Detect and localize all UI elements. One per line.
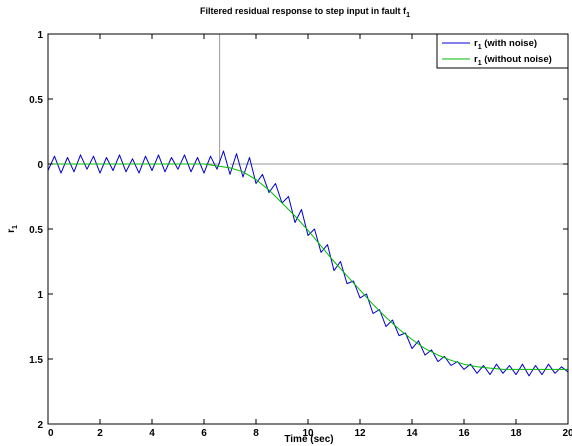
x-tick-label: 10 [302, 428, 314, 439]
x-tick-label: 4 [149, 428, 155, 439]
y-tick-label: 0 [37, 160, 43, 171]
x-tick-label: 14 [406, 428, 418, 439]
legend-label-without-noise-subscript: 1 [478, 60, 482, 67]
y-tick-label: 2 [37, 420, 43, 431]
legend-label-with-noise-suffix: (with noise) [482, 38, 537, 49]
x-tick-label: 0 [48, 428, 54, 439]
x-tick-label: 12 [354, 428, 366, 439]
y-tick-label: 1.5 [29, 355, 43, 366]
y-tick-label: 0.5 [29, 95, 43, 106]
legend-label-with-noise-subscript: 1 [478, 44, 482, 51]
y-tick-label: 1 [37, 30, 43, 41]
x-tick-label: 8 [253, 428, 259, 439]
x-tick-label: 6 [201, 428, 207, 439]
y-tick-label: 1 [37, 290, 43, 301]
series-line-without-noise [48, 163, 568, 370]
y-axis-label: r1 [6, 225, 19, 233]
x-tick-label: 16 [458, 428, 470, 439]
y-tick-label: 0.5 [29, 225, 43, 236]
y-axis-label-subscript: 1 [12, 225, 19, 229]
legend: r1 (with noise) r1 (without noise) [436, 33, 569, 69]
legend-label-without-noise-suffix: (without noise) [482, 54, 552, 65]
chart-title: Filtered residual response to step input… [200, 6, 410, 19]
legend-box [436, 33, 569, 69]
x-tick-label: 18 [510, 428, 522, 439]
x-tick-label: 2 [97, 428, 103, 439]
legend-label-with-noise: r1 (with noise) [474, 38, 537, 51]
legend-label-without-noise: r1 (without noise) [474, 54, 552, 67]
chart-title-subscript: 1 [406, 12, 410, 19]
plot-area [48, 34, 568, 424]
x-tick-label: 20 [562, 428, 572, 439]
x-axis-label: Time (sec) [284, 434, 333, 445]
